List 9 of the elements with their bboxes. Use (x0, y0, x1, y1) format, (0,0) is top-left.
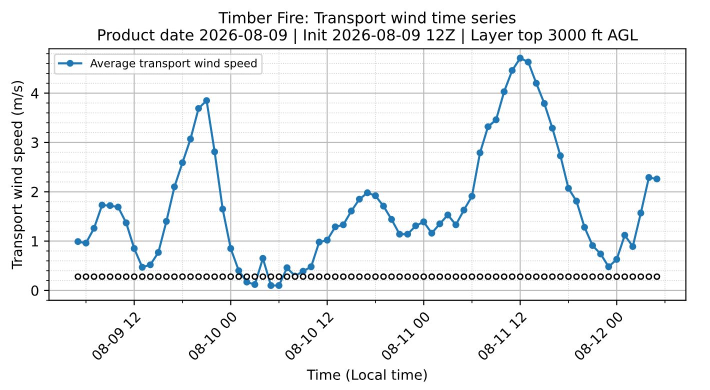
y-tick-label: 4 (31, 88, 38, 98)
y-tick-label: 1 (32, 236, 38, 246)
chart-title: Timber Fire: Transport wind time series Product date 2026-08-09 | Init 2026-08-09 12Z | Layer top 3000 ft AGL (98, 12, 638, 44)
x-axis-title: Time (Local time) (306, 369, 427, 382)
legend-label: Average transport wind speed (90, 58, 256, 70)
y-tick-label: 2 (31, 186, 38, 198)
y-tick-label: 3 (31, 137, 38, 148)
y-axis-title: Transport wind speed (m/s) (11, 80, 25, 270)
y-tick-label: 0 (31, 285, 38, 296)
